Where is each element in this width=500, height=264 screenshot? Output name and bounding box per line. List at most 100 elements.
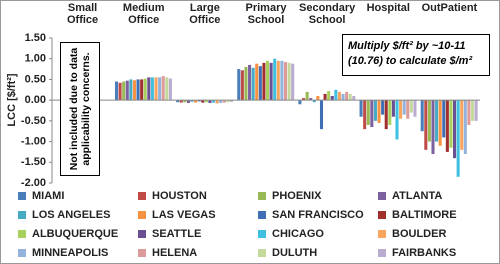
bar [467,100,471,125]
bar [219,100,223,104]
bar [287,62,291,101]
legend-swatch [258,230,266,238]
bar [165,77,169,101]
legend-label: DULUTH [272,247,317,259]
bar [136,79,140,101]
legend-label: MINNEAPOLIS [32,247,108,259]
bar [244,67,248,101]
bar [301,98,306,101]
bar [363,100,367,130]
bar [197,100,201,102]
bar [406,100,410,119]
category-label: Large Office [189,2,221,26]
bar [388,100,392,125]
legend-label: LOS ANGELES [32,209,110,221]
legend-swatch [18,249,26,257]
bar [176,100,180,103]
bar [158,77,162,101]
bar [190,100,194,102]
bar [208,100,212,104]
bar [212,100,216,103]
bar [305,91,309,101]
bar [449,100,453,148]
bar [348,93,352,101]
legend-swatch [258,192,266,200]
bar [337,91,341,101]
bar [453,100,457,159]
bar [215,100,219,104]
legend-label: SAN FRANCISCO [272,209,364,221]
bar [474,100,478,121]
bar [399,100,403,119]
bar [255,63,259,101]
bar [456,100,460,177]
bar [237,69,241,101]
bar [125,80,129,101]
bar [129,79,133,101]
bar [240,70,244,101]
legend-swatch [258,249,266,257]
category-label: Medium Office [122,2,165,26]
bar [273,58,277,101]
bar [132,80,136,101]
legend-label: CHICAGO [272,228,324,240]
bar [445,100,449,152]
bar [258,66,262,101]
y-tick-label: -2.00 [21,177,46,189]
legend-label: HELENA [152,247,197,259]
bar [161,76,165,101]
bar [280,60,284,101]
legend-swatch [18,230,26,238]
legend-swatch [378,211,386,219]
y-tick-label: -1.50 [21,156,46,168]
legend-label: PHOENIX [272,190,322,202]
category-label: Secondary School [299,2,356,26]
bar [330,96,334,101]
y-tick-label: 0.50 [25,73,46,85]
category-label: Primary School [245,2,287,26]
bar [226,100,230,103]
bar [381,100,385,115]
bar [435,100,439,142]
legend-swatch [138,230,146,238]
bar [283,62,288,101]
legend-label: ATLANTA [392,190,442,202]
bar [168,78,172,101]
y-tick-label: -0.50 [21,115,46,127]
bar [251,67,255,101]
legend-swatch [18,192,26,200]
bar [409,100,413,113]
bar [420,100,424,132]
legend-label: BALTIMORE [392,209,457,221]
y-tick-label: 1.50 [25,32,46,44]
legend-label: LAS VEGAS [152,209,216,221]
bar [370,100,374,128]
bar [377,100,381,123]
bar [391,100,395,117]
bar [424,100,428,150]
legend-swatch [138,192,146,200]
bar [266,60,270,101]
bar [186,100,190,104]
bar [319,100,324,130]
bar [291,63,295,101]
bar [204,100,208,103]
bar [395,100,399,140]
bar [194,100,198,103]
bar [122,81,126,101]
bar [276,60,280,101]
bar [384,100,388,130]
bar [312,100,316,103]
bar [373,100,377,121]
bar [298,100,302,105]
bar [352,96,356,101]
bar [201,100,205,103]
category-label: Hospital [366,2,410,14]
y-axis-label: LCC [$/ft²] [6,73,18,126]
bar [150,77,154,101]
bar [442,100,446,138]
bar [359,100,363,117]
legend-label: BOULDER [392,228,446,240]
legend-label: SEATTLE [152,228,201,240]
legend-swatch [378,192,386,200]
